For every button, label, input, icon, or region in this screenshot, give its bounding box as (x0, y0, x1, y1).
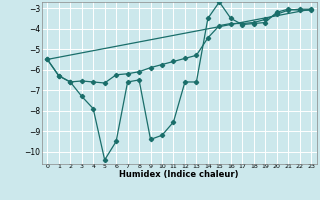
X-axis label: Humidex (Indice chaleur): Humidex (Indice chaleur) (119, 170, 239, 179)
